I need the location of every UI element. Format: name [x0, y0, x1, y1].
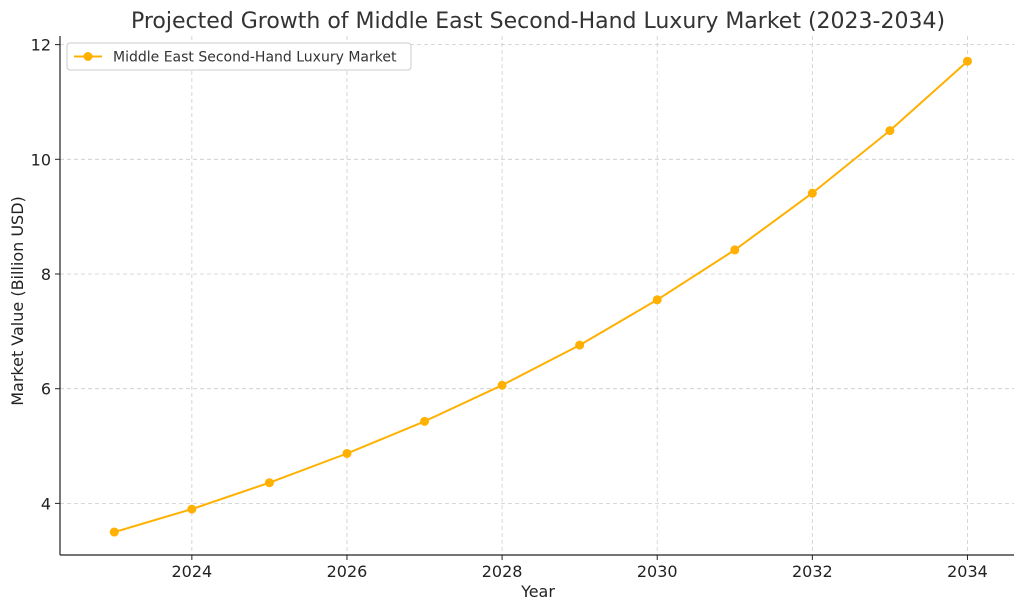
y-tick-label: 8	[41, 265, 51, 284]
series-layer	[109, 56, 972, 537]
legend-entry-label: Middle East Second-Hand Luxury Market	[113, 50, 397, 66]
x-tick-label: 2024	[171, 562, 212, 581]
y-tick-label: 4	[41, 494, 51, 513]
x-tick-label: 2034	[947, 562, 988, 581]
x-tick-label: 2032	[792, 562, 833, 581]
legend-marker-swatch	[83, 52, 93, 61]
data-point	[264, 478, 274, 488]
x-tick-label: 2026	[327, 562, 368, 581]
data-point	[109, 527, 119, 537]
legend: Middle East Second-Hand Luxury Market	[66, 42, 412, 71]
axes-layer: 2024 2026 2028 2030 2032 2034 4 6 8 10 12	[31, 36, 1014, 581]
data-point	[497, 380, 507, 390]
data-point	[962, 56, 972, 66]
x-tick-label: 2028	[482, 562, 523, 581]
x-tick-label: 2030	[637, 562, 678, 581]
y-tick-label: 6	[41, 380, 51, 399]
data-point	[652, 295, 662, 305]
grid-layer	[60, 36, 1014, 555]
data-point	[730, 245, 740, 255]
data-point	[885, 126, 895, 136]
y-tick-label: 10	[31, 150, 51, 169]
series-line	[114, 60, 969, 534]
data-point	[575, 340, 585, 350]
y-axis-label: Market Value (Billion USD)	[8, 196, 27, 406]
data-point	[342, 448, 352, 458]
legend-box	[66, 42, 412, 71]
data-point	[807, 188, 817, 198]
y-tick-label: 12	[31, 36, 51, 55]
data-point	[420, 416, 430, 426]
chart-title: Projected Growth of Middle East Second-H…	[131, 9, 945, 34]
data-point	[187, 504, 197, 514]
x-axis-label: Year	[520, 582, 555, 601]
